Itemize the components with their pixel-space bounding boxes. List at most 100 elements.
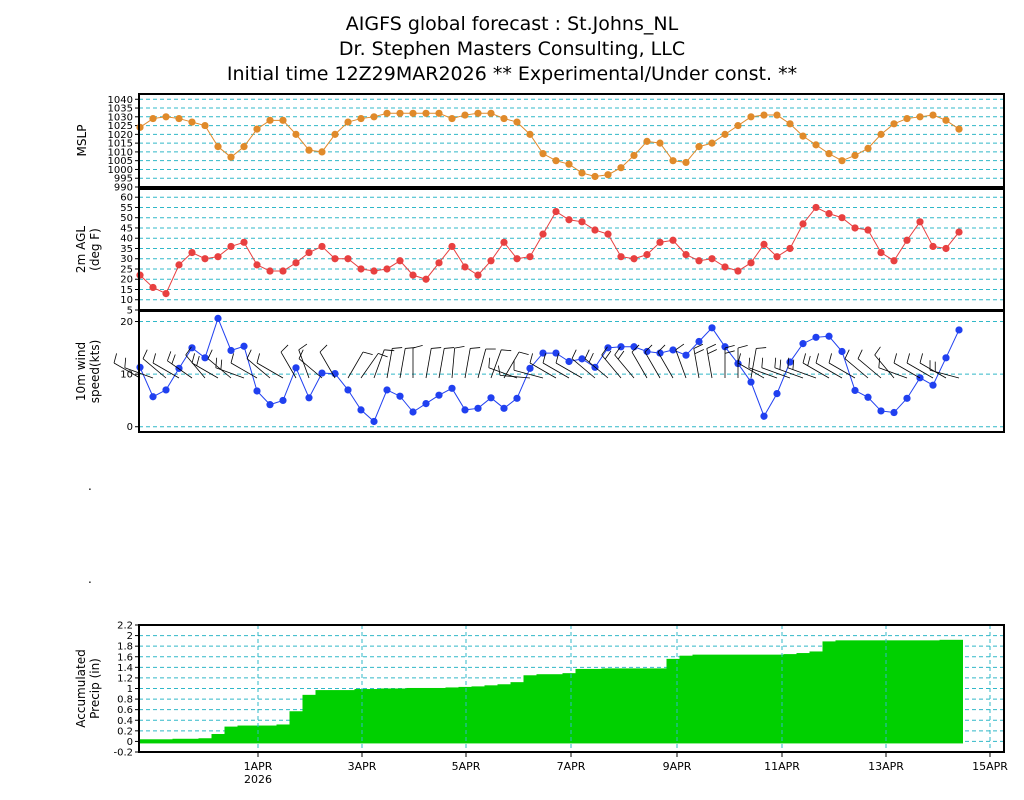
- wind-point: [149, 393, 157, 401]
- wind-barb-feather: [529, 353, 533, 364]
- wind-barb-feather: [256, 353, 260, 364]
- mslp-point: [565, 160, 573, 168]
- wind-point: [474, 404, 482, 412]
- wind-barb: [142, 358, 167, 379]
- wind-point: [487, 394, 495, 402]
- wind-barb-feather: [724, 350, 735, 354]
- y-tick-label: 10: [120, 295, 133, 306]
- mslp-point: [799, 132, 807, 140]
- mslp-point: [435, 109, 443, 117]
- mslp-point: [578, 169, 586, 177]
- wind-point: [201, 354, 209, 362]
- precip-bar: [653, 668, 667, 744]
- wind-barb-feather: [230, 353, 234, 364]
- temp-point: [799, 220, 807, 228]
- precip-bar: [263, 725, 277, 744]
- panel-frame: [138, 93, 1005, 188]
- wind-barb: [425, 348, 432, 379]
- wind-point: [786, 358, 794, 366]
- precip-bar: [185, 738, 199, 744]
- wind-barb-feather: [919, 353, 923, 364]
- wind-barb-feather: [614, 346, 621, 356]
- wind-point: [422, 399, 430, 408]
- mslp-point: [656, 139, 664, 147]
- mslp-point: [864, 144, 872, 152]
- mslp-point: [266, 116, 274, 124]
- mslp-point: [903, 114, 911, 123]
- y-tick-label: 60: [120, 193, 133, 204]
- y-tick-label: 0.6: [117, 705, 133, 716]
- wind-barb-feather: [617, 350, 625, 360]
- mslp-point: [175, 114, 183, 123]
- wind-barb-feather: [215, 357, 218, 368]
- temp-point: [851, 224, 859, 232]
- precip-bar: [419, 687, 433, 744]
- x-tick-label: 5APR: [452, 760, 481, 773]
- precip-bar: [835, 640, 849, 744]
- y-tick-label: 35: [120, 244, 133, 255]
- mslp-point: [539, 150, 547, 158]
- wind-barb: [815, 362, 843, 379]
- panel-frame: [138, 310, 1005, 433]
- temp-point: [201, 255, 209, 263]
- y-tick-label: 1020: [108, 130, 133, 141]
- wind-barb: [113, 362, 141, 379]
- wind-barb: [152, 362, 180, 379]
- precip-bar: [601, 668, 615, 744]
- temp-point: [357, 265, 365, 273]
- y-axis-label: MSLP: [75, 125, 89, 157]
- y-tick-label: 10: [120, 370, 133, 381]
- wind-point: [435, 391, 443, 399]
- wind-barb-feather: [815, 353, 819, 364]
- wind-point: [461, 406, 469, 414]
- wind-barb: [750, 348, 757, 379]
- wind-point: [747, 378, 755, 386]
- temp-point: [630, 255, 638, 263]
- precip-bar: [315, 690, 329, 744]
- y-tick-label: 15: [120, 285, 133, 296]
- temp-point: [487, 257, 495, 265]
- precip-bar: [796, 653, 810, 744]
- wind-barb-feather: [604, 350, 612, 360]
- temp-point: [864, 226, 872, 234]
- wind-barb: [503, 351, 520, 379]
- precip-bar: [172, 738, 186, 744]
- wind-barb: [207, 358, 232, 379]
- y-tick-label: 995: [114, 174, 133, 185]
- y-tick-label: 50: [120, 213, 133, 224]
- precip-bar: [783, 654, 797, 744]
- temp-point: [903, 236, 911, 244]
- mslp-point: [721, 130, 729, 138]
- temp-point: [409, 271, 417, 279]
- precip-bar: [224, 726, 238, 744]
- wind-point: [695, 337, 703, 346]
- precip-bar: [952, 639, 963, 744]
- y-tick-label: 1015: [108, 139, 133, 150]
- y-tick-label: 1005: [108, 156, 133, 167]
- mslp-point: [383, 109, 391, 117]
- precip-bar: [705, 654, 719, 744]
- wind-barb-feather: [761, 357, 764, 368]
- wind-barb: [490, 349, 502, 379]
- wind-barb: [438, 348, 445, 379]
- precip-bar: [159, 739, 173, 744]
- mslp-point: [760, 111, 768, 119]
- y-tick-label: 5: [127, 306, 133, 317]
- wind-point: [214, 314, 222, 322]
- x-tick-label: 13APR: [868, 760, 904, 773]
- title-line-2: Dr. Stephen Masters Consulting, LLC: [339, 38, 685, 60]
- temp-point: [370, 267, 378, 275]
- mslp-point: [188, 118, 196, 126]
- temp-point: [149, 283, 157, 292]
- temp-point: [331, 255, 339, 263]
- mslp-point: [812, 141, 820, 149]
- precip-bar: [575, 668, 589, 744]
- wind-barb: [256, 362, 284, 379]
- mslp-point: [448, 114, 456, 123]
- wind-barb: [787, 367, 817, 379]
- temp-point: [825, 210, 833, 218]
- x-tick-label: 15APR: [972, 760, 1008, 773]
- mslp-point: [929, 111, 937, 119]
- wind-barb-feather: [113, 353, 117, 364]
- y-tick-label: 0: [127, 422, 133, 433]
